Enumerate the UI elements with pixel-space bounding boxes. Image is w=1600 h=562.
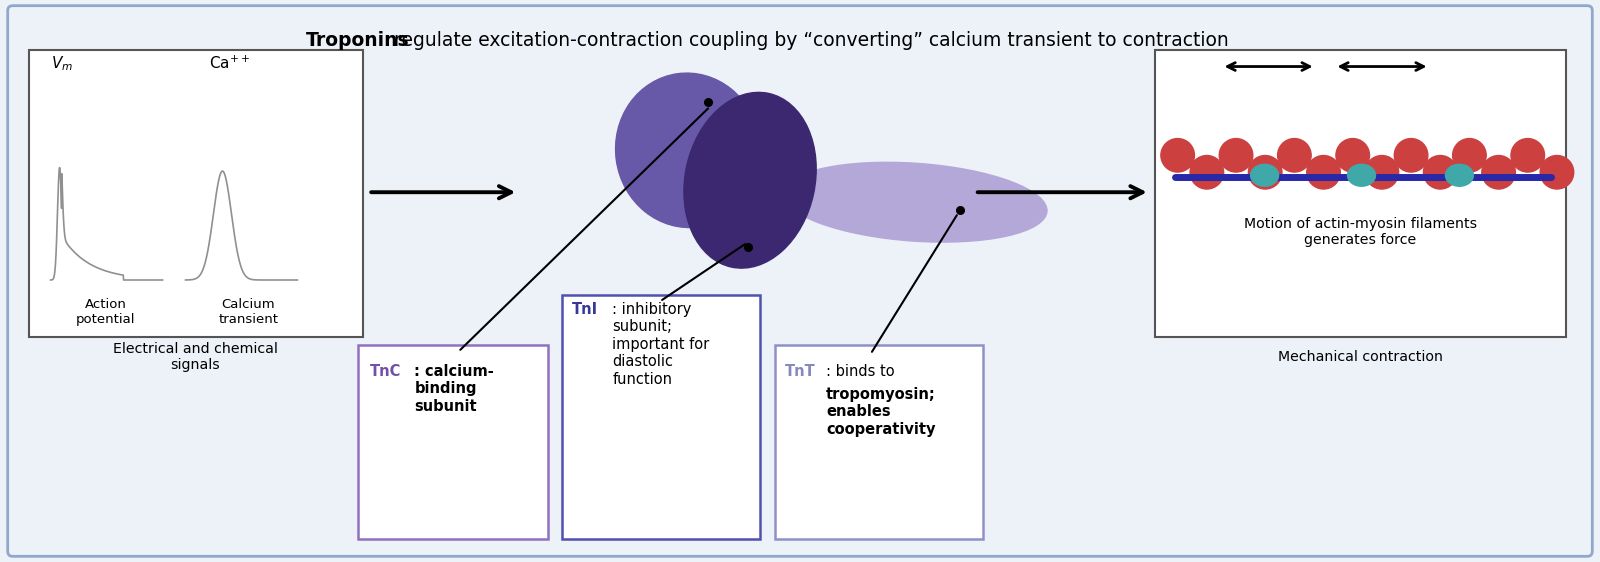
Text: $V_m$: $V_m$ bbox=[51, 54, 72, 73]
Circle shape bbox=[1424, 156, 1458, 189]
Ellipse shape bbox=[1445, 164, 1474, 186]
FancyBboxPatch shape bbox=[29, 49, 363, 337]
Circle shape bbox=[1365, 156, 1398, 189]
FancyBboxPatch shape bbox=[1155, 49, 1566, 337]
Circle shape bbox=[1277, 139, 1310, 172]
Text: tropomyosin;
enables
cooperativity: tropomyosin; enables cooperativity bbox=[826, 387, 936, 437]
Ellipse shape bbox=[683, 92, 816, 268]
Text: : calcium-
binding
subunit: : calcium- binding subunit bbox=[414, 364, 494, 414]
FancyBboxPatch shape bbox=[562, 295, 760, 540]
Text: Ca$^{++}$: Ca$^{++}$ bbox=[208, 55, 250, 72]
FancyBboxPatch shape bbox=[8, 6, 1592, 556]
FancyBboxPatch shape bbox=[774, 345, 982, 540]
Ellipse shape bbox=[782, 162, 1046, 242]
Text: regulate excitation-contraction coupling by “converting” calcium transient to co: regulate excitation-contraction coupling… bbox=[389, 31, 1229, 50]
Circle shape bbox=[1482, 156, 1515, 189]
Text: : binds to: : binds to bbox=[826, 364, 894, 396]
Circle shape bbox=[1190, 156, 1224, 189]
Text: Action
potential: Action potential bbox=[75, 298, 136, 326]
Text: Motion of actin-myosin filaments
generates force: Motion of actin-myosin filaments generat… bbox=[1243, 217, 1477, 247]
Circle shape bbox=[1510, 139, 1544, 172]
Circle shape bbox=[1162, 139, 1195, 172]
Ellipse shape bbox=[1347, 164, 1376, 186]
Circle shape bbox=[1307, 156, 1341, 189]
FancyBboxPatch shape bbox=[358, 345, 549, 540]
Text: TnT: TnT bbox=[786, 364, 816, 379]
Ellipse shape bbox=[1251, 164, 1278, 186]
Text: TnI: TnI bbox=[573, 302, 598, 317]
Circle shape bbox=[1541, 156, 1574, 189]
Circle shape bbox=[1453, 139, 1486, 172]
Circle shape bbox=[1336, 139, 1370, 172]
Circle shape bbox=[1219, 139, 1253, 172]
Circle shape bbox=[1248, 156, 1282, 189]
Text: Calcium
transient: Calcium transient bbox=[219, 298, 278, 326]
Ellipse shape bbox=[616, 73, 760, 228]
Text: Troponins: Troponins bbox=[306, 31, 410, 50]
Circle shape bbox=[1394, 139, 1427, 172]
Text: Electrical and chemical
signals: Electrical and chemical signals bbox=[114, 342, 278, 372]
Text: TnC: TnC bbox=[370, 364, 402, 379]
Text: Mechanical contraction: Mechanical contraction bbox=[1278, 350, 1443, 364]
Text: : inhibitory
subunit;
important for
diastolic
function: : inhibitory subunit; important for dias… bbox=[613, 302, 709, 387]
